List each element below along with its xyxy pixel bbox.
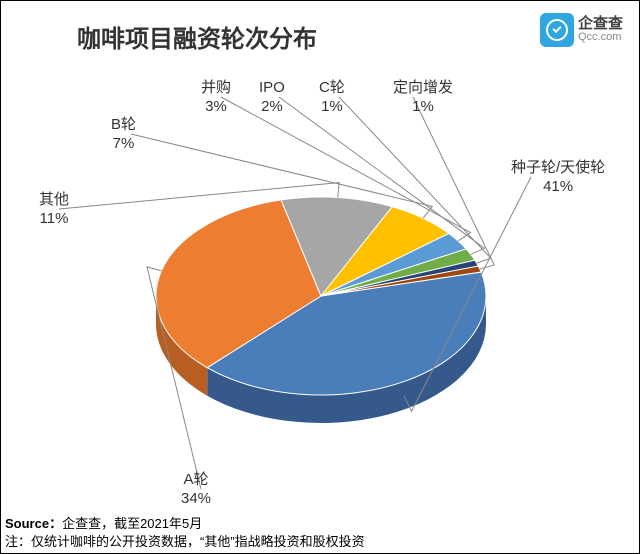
watermark-text: 企查查 Qcc.com xyxy=(578,16,623,43)
watermark: 企查查 Qcc.com xyxy=(540,13,623,47)
footer-note: 注：仅统计咖啡的公开投资数据，“其他”指战略投资和股权投资 xyxy=(5,533,365,551)
chart-title: 咖啡项目融资轮次分布 xyxy=(77,19,317,54)
pie-svg xyxy=(1,61,640,495)
chart-frame: 咖啡项目融资轮次分布 企查查 Qcc.com 种子轮/天使轮41%A轮34%其他… xyxy=(0,0,640,554)
watermark-brand: 企查查 xyxy=(578,16,623,32)
source-text: 企查查，截至2021年5月 xyxy=(62,516,202,531)
footer-source: Source：企查查，截至2021年5月 xyxy=(5,515,365,533)
source-prefix: Source： xyxy=(5,516,62,531)
watermark-logo-icon xyxy=(540,13,574,47)
pie-chart: 种子轮/天使轮41%A轮34%其他11%B轮7%并购3%IPO2%C轮1%定向增… xyxy=(1,61,640,495)
watermark-domain: Qcc.com xyxy=(578,32,623,44)
footer-notes: Source：企查查，截至2021年5月 注：仅统计咖啡的公开投资数据，“其他”… xyxy=(5,515,365,551)
